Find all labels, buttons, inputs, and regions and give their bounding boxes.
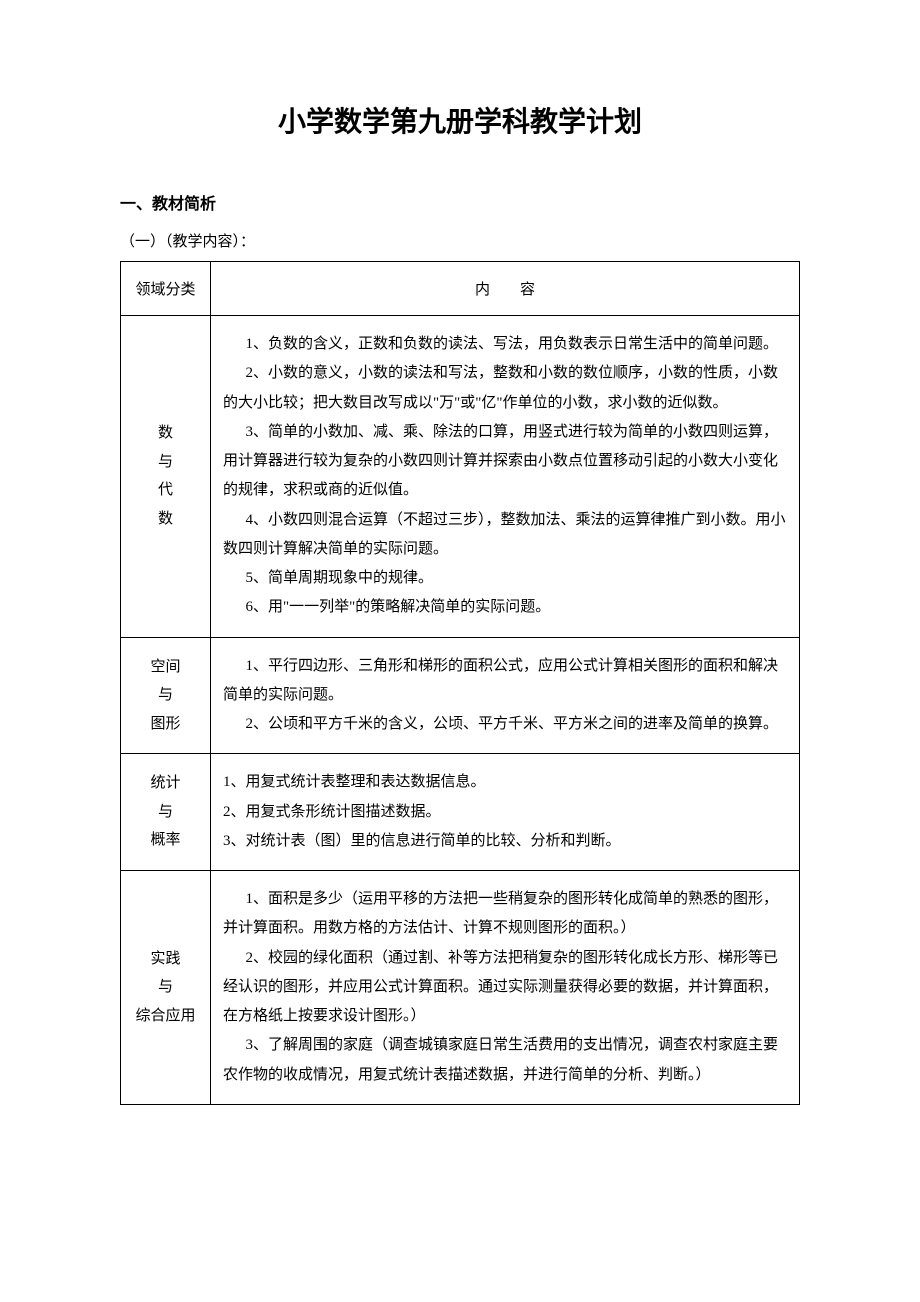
header-category: 领域分类	[121, 262, 211, 316]
category-char: 统计	[150, 769, 180, 798]
content-cell: 1、用复式统计表整理和表达数据信息。 2、用复式条形统计图描述数据。 3、对统计…	[211, 754, 800, 871]
category-char: 空间	[150, 653, 180, 682]
category-char: 数	[158, 419, 173, 448]
category-cell: 统计 与 概率	[121, 754, 211, 871]
section-heading: 一、教材简析	[120, 190, 800, 214]
document-title: 小学数学第九册学科教学计划	[120, 100, 800, 140]
table-header-row: 领域分类 内容	[121, 262, 800, 316]
category-vertical: 统计 与 概率	[125, 769, 206, 855]
header-content-text: 内容	[445, 282, 565, 298]
content-table: 领域分类 内容 数 与 代 数 1、负数的含义，正数和负数的读法、写法，用负数表…	[120, 261, 800, 1105]
category-char: 代	[158, 476, 173, 505]
content-item: 2、公顷和平方千米的含义，公顷、平方千米、平方米之间的进率及简单的换算。	[223, 710, 787, 739]
content-item: 3、了解周围的家庭（调查城镇家庭日常生活费用的支出情况，调查农村家庭主要农作物的…	[223, 1031, 787, 1090]
category-char: 概率	[150, 826, 180, 855]
subsection-label: （一）（教学内容）：	[120, 230, 800, 251]
category-cell: 空间 与 图形	[121, 637, 211, 754]
content-item: 5、简单周期现象中的规律。	[223, 564, 787, 593]
content-item: 2、校园的绿化面积（通过割、补等方法把稍复杂的图形转化成长方形、梯形等已经认识的…	[223, 944, 787, 1032]
category-cell: 实践 与 综合应用	[121, 871, 211, 1105]
content-item: 6、用"一一列举"的策略解决简单的实际问题。	[223, 593, 787, 622]
category-char: 与	[158, 681, 173, 710]
category-char: 数	[158, 505, 173, 534]
category-char: 实践	[150, 945, 180, 974]
category-char: 与	[158, 973, 173, 1002]
content-item: 1、面积是多少（运用平移的方法把一些稍复杂的图形转化成简单的熟悉的图形，并计算面…	[223, 885, 787, 944]
content-item: 1、用复式统计表整理和表达数据信息。	[223, 768, 787, 797]
content-cell: 1、负数的含义，正数和负数的读法、写法，用负数表示日常生活中的简单问题。 2、小…	[211, 316, 800, 638]
category-vertical: 空间 与 图形	[125, 653, 206, 739]
table-row: 数 与 代 数 1、负数的含义，正数和负数的读法、写法，用负数表示日常生活中的简…	[121, 316, 800, 638]
content-item: 1、平行四边形、三角形和梯形的面积公式，应用公式计算相关图形的面积和解决简单的实…	[223, 652, 787, 711]
content-cell: 1、平行四边形、三角形和梯形的面积公式，应用公式计算相关图形的面积和解决简单的实…	[211, 637, 800, 754]
category-char: 图形	[150, 710, 180, 739]
table-row: 统计 与 概率 1、用复式统计表整理和表达数据信息。 2、用复式条形统计图描述数…	[121, 754, 800, 871]
content-item: 2、用复式条形统计图描述数据。	[223, 798, 787, 827]
header-content: 内容	[211, 262, 800, 316]
category-char: 与	[158, 448, 173, 477]
content-item: 2、小数的意义，小数的读法和写法，整数和小数的数位顺序，小数的性质，小数的大小比…	[223, 359, 787, 418]
category-vertical: 实践 与 综合应用	[125, 945, 206, 1031]
content-item: 3、对统计表（图）里的信息进行简单的比较、分析和判断。	[223, 827, 787, 856]
content-item: 1、负数的含义，正数和负数的读法、写法，用负数表示日常生活中的简单问题。	[223, 330, 787, 359]
table-row: 实践 与 综合应用 1、面积是多少（运用平移的方法把一些稍复杂的图形转化成简单的…	[121, 871, 800, 1105]
category-char: 综合应用	[135, 1002, 195, 1031]
table-row: 空间 与 图形 1、平行四边形、三角形和梯形的面积公式，应用公式计算相关图形的面…	[121, 637, 800, 754]
content-item: 4、小数四则混合运算（不超过三步），整数加法、乘法的运算律推广到小数。用小数四则…	[223, 506, 787, 565]
content-cell: 1、面积是多少（运用平移的方法把一些稍复杂的图形转化成简单的熟悉的图形，并计算面…	[211, 871, 800, 1105]
category-char: 与	[158, 798, 173, 827]
content-item: 3、简单的小数加、减、乘、除法的口算，用竖式进行较为简单的小数四则运算，用计算器…	[223, 418, 787, 506]
category-cell: 数 与 代 数	[121, 316, 211, 638]
category-vertical: 数 与 代 数	[125, 419, 206, 533]
